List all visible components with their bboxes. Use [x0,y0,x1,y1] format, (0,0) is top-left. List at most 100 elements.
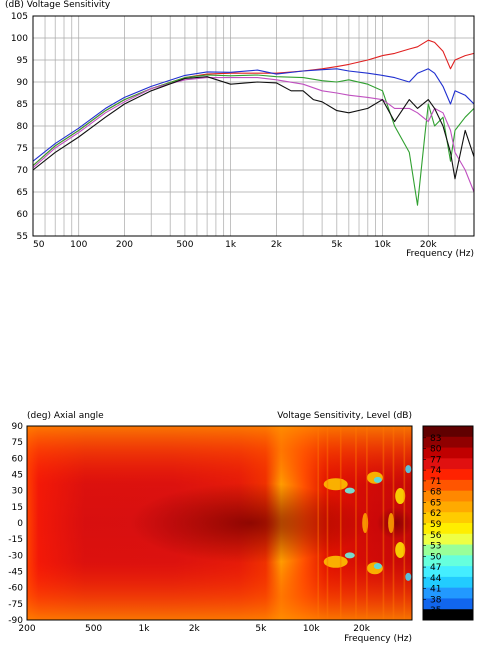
colorbar-swatch [423,566,473,578]
chart1-x-tick-label: 2k [271,240,283,250]
colorbar-swatch [423,587,473,599]
chart1-x-tick-label: 50 [33,240,45,250]
chart1-series-2-line [32,68,475,162]
colorbar-label: 68 [430,488,442,498]
voltage-sensitivity-line-chart: (dB) Voltage Sensitivity 55 60 65 70 75 80 85 9… [5,0,475,259]
colorbar-swatch [423,544,473,556]
colorbar-swatch [423,533,473,546]
colorbar-label: 71 [430,477,441,487]
heatmap-lobe [373,563,382,570]
colorbar-label: 47 [430,563,441,573]
colorbar-label: 77 [430,455,441,465]
chart1-x-tick-label: 200 [116,240,133,250]
colorbar-label: 56 [430,531,442,541]
chart2-title: (deg) Axial angle [27,411,104,421]
chart2-y-tick-label: -75 [8,600,23,610]
heatmap-band [382,426,385,620]
chart2-y-tick-label: 0 [17,519,23,529]
chart2-x-tick-label: 200 [18,624,35,634]
heatmap-band [339,426,342,620]
colorbar-swatch [423,479,473,492]
chart1-x-tick-label: 10k [374,240,391,250]
heatmap-lobe [405,572,412,581]
chart2-y-tick-label: 30 [12,487,24,497]
chart1-x-tick-label: 500 [176,240,193,250]
chart1-x-tick-label: 100 [70,240,87,250]
heatmap-lobe [344,552,355,559]
chart2-x-tick-label: 10k [303,624,320,634]
chart2-y-tick-label: -60 [8,584,23,594]
heatmap-band [355,426,357,620]
colorbar-label: 41 [430,585,441,595]
colorbar-label: 80 [430,445,442,455]
colorbar-swatch [423,555,473,567]
chart1-series-5-line [32,76,475,180]
heatmap-lobe [323,555,348,568]
chart1-title: (dB) Voltage Sensitivity [5,0,111,10]
colorbar-swatch [423,490,473,502]
chart2-plot-border [26,425,413,621]
heatmap-lobe [388,513,395,533]
chart1-y-tick-label: 90 [17,78,29,88]
heatmap-lobe [344,487,355,494]
colorbar-label: 83 [430,434,441,444]
heatmap-lobe [405,465,412,474]
colorbar-swatch [423,598,473,610]
colorbar-label: 44 [430,574,442,584]
colorbar-label: 65 [430,498,441,508]
chart1-y-tick-label: 100 [11,34,28,44]
heatmap-band [317,426,319,620]
heatmap-plot [27,426,413,620]
chart2-level-title: Voltage Sensitivity, Level (dB) [277,411,412,421]
chart2-y-tick-label: -15 [8,535,23,545]
heatmap-band [326,426,329,620]
chart2-y-tick-label: -45 [8,568,23,578]
colorbar-swatch [423,436,473,449]
chart2-y-tick-label: 90 [12,422,24,432]
colorbar-label: 74 [430,466,442,476]
colorbar-swatch [423,458,473,470]
chart2-y-tick-label: 45 [12,471,23,481]
colorbar-label: 59 [430,520,442,530]
heatmap-lobe [362,513,369,533]
heatmap-band [392,426,395,620]
chart1-x-axis-label: Frequency (Hz) [406,249,474,259]
colorbar-swatch [423,523,473,535]
chart1-y-tick-label: 95 [17,56,28,66]
colorbar-label: 62 [430,509,441,519]
colorbar-label: 38 [430,595,442,605]
heatmap-lobe [395,541,406,558]
colorbar-swatch [423,469,473,481]
colorbar-swatch [423,447,473,459]
chart2-y-tick-label: 75 [12,438,23,448]
heatmap-lobe [373,476,382,483]
axial-angle-heatmap: (deg) Axial angle Voltage Sensitivity, L… [8,411,474,644]
chart1-plot-border [32,15,475,237]
chart1-y-tick-label: 85 [17,100,28,110]
chart1-y-tick-label: 55 [17,232,28,242]
chart1-x-tick-label: 5k [331,240,343,250]
chart1-y-tick-label: 70 [17,166,29,176]
colorbar-swatch [423,501,473,513]
chart1-x-tick-label: 20k [420,240,437,250]
heatmap-lobe [395,488,406,505]
colorbar-label: 50 [430,552,442,562]
chart2-y-tick-label: -30 [8,551,23,561]
heatmap-band [403,426,406,620]
chart2-x-tick-label: 2k [189,624,201,634]
colorbar-border [422,425,474,621]
chart2-y-tick-label: 60 [12,454,24,464]
chart2-x-tick-label: 1k [138,624,150,634]
colorbar-label: 53 [430,542,441,552]
heatmap-band [366,426,368,620]
chart1-y-tick-label: 60 [17,210,29,220]
colorbar-swatch [423,426,473,438]
chart1-y-tick-label: 75 [17,144,28,154]
colorbar-swatch [423,576,473,589]
chart2-y-tick-label: 15 [12,503,23,513]
chart1-y-tick-label: 80 [17,122,29,132]
chart1-series-3-line [32,74,475,206]
chart1-series-4-line [32,77,475,193]
